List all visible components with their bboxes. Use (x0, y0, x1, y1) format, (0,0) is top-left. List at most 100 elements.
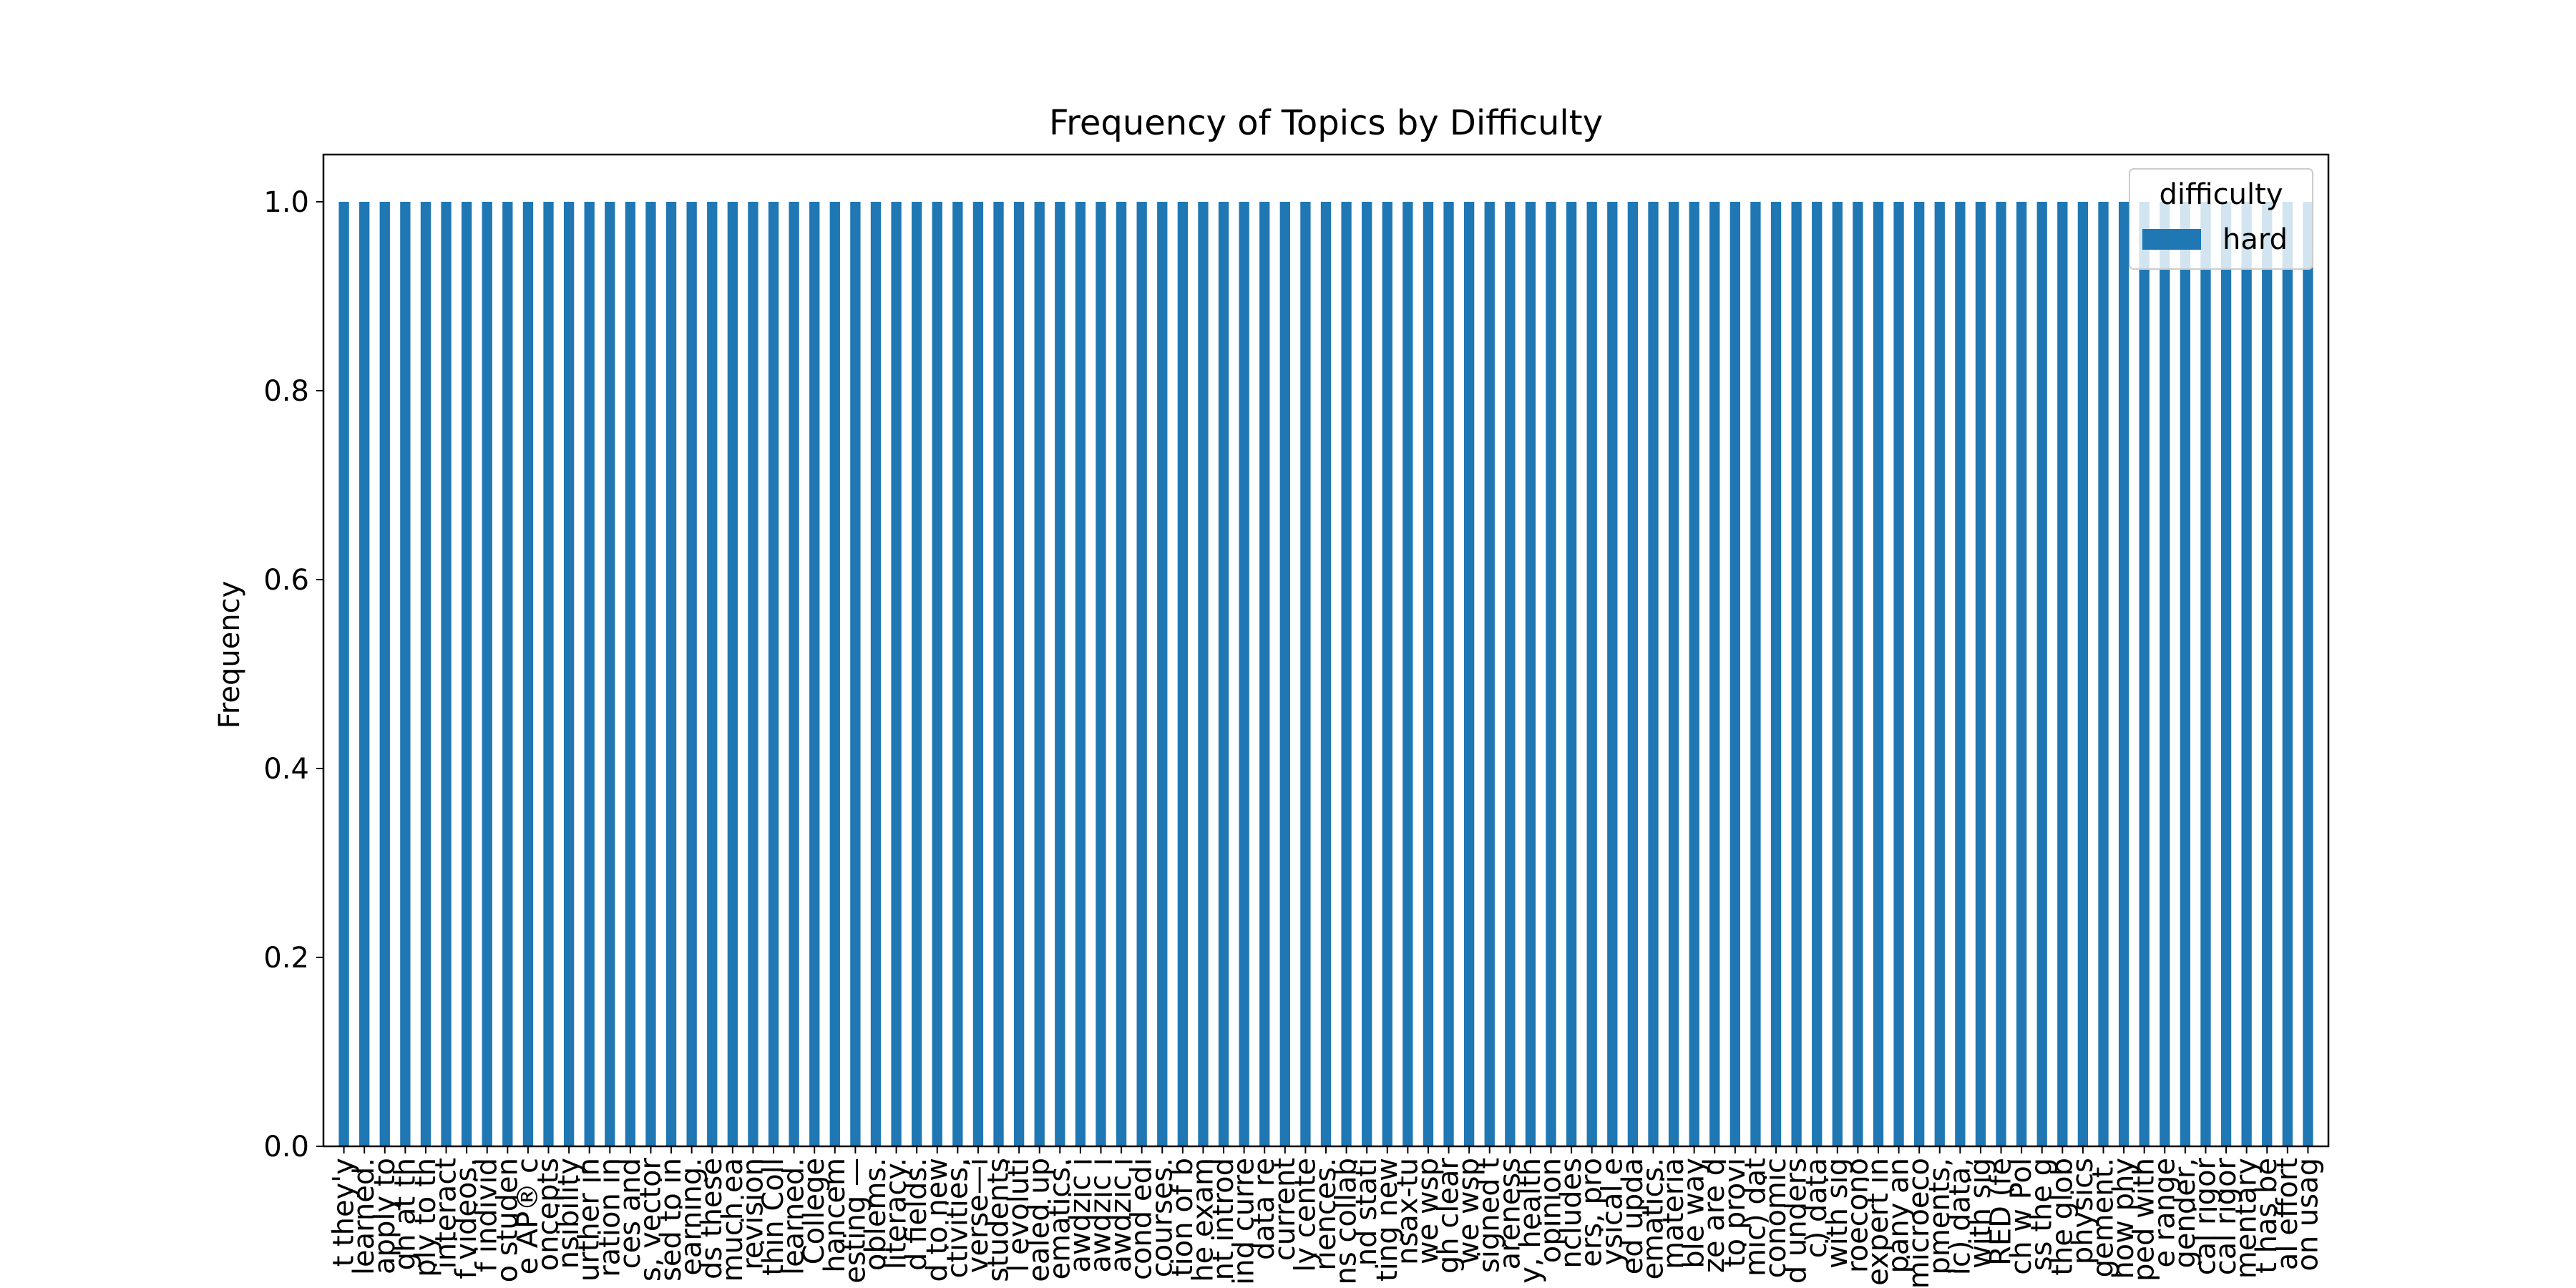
bar (707, 202, 718, 1146)
y-tick-label: 0.6 (263, 564, 309, 597)
bar (2139, 202, 2150, 1146)
bar (932, 202, 942, 1146)
bar (1832, 202, 1843, 1146)
bar (400, 202, 411, 1146)
x-tick-label: nd stati (1350, 1158, 1383, 1266)
bar (768, 202, 779, 1146)
bar (1586, 202, 1597, 1146)
bar (748, 202, 758, 1146)
x-tick-label: data re (1248, 1158, 1281, 1260)
x-tick-label: courses. (1146, 1158, 1179, 1277)
bar (1627, 202, 1639, 1146)
bar (1893, 202, 1904, 1146)
bar (1402, 202, 1413, 1146)
bar (1198, 202, 1209, 1146)
bar (2036, 202, 2047, 1146)
x-tick-label: students (982, 1158, 1015, 1282)
x-tick-label: e range (2148, 1158, 2181, 1268)
bar (789, 202, 799, 1146)
x-tick-label: learned. (348, 1158, 381, 1275)
bar (584, 202, 595, 1146)
bar (2057, 202, 2068, 1146)
bar (870, 202, 882, 1146)
bar (1341, 202, 1352, 1146)
x-tick-label: areness (1493, 1158, 1526, 1269)
x-tick-label: microeco (1903, 1158, 1936, 1288)
bar (2016, 202, 2027, 1146)
x-tick-label: ply to th (409, 1158, 442, 1277)
bar (441, 202, 452, 1146)
bar (1484, 202, 1495, 1146)
bar (338, 202, 349, 1146)
x-tick-label: ped with (2128, 1158, 2161, 1282)
bar (1668, 202, 1679, 1146)
x-tick-label: f individ (471, 1158, 504, 1272)
x-tick-label: with sig (1821, 1158, 1854, 1269)
bar (2220, 202, 2232, 1146)
x-tick-label: RED (fe (1985, 1158, 2018, 1266)
bar (1709, 202, 1720, 1146)
y-tick-label: 0.0 (263, 1131, 309, 1163)
x-tick-label: awdzic i (1084, 1158, 1117, 1273)
x-tick-label: College (798, 1158, 831, 1264)
bar (625, 202, 636, 1146)
bar (2241, 202, 2252, 1146)
bar (1546, 202, 1556, 1146)
y-tick-label: 1.0 (263, 186, 309, 219)
bar (2262, 202, 2273, 1146)
x-tick-label: al effort (2271, 1158, 2304, 1270)
y-axis-ticks: 0.0 0.2 0.4 0.6 0.8 1.0 (263, 186, 323, 1163)
bar (1382, 202, 1392, 1146)
x-tick-label: ble way (1678, 1158, 1711, 1269)
x-tick-label: d unders (1780, 1158, 1813, 1284)
x-tick-label: gh clear (1433, 1157, 1465, 1274)
x-tick-label: tion of b (1166, 1158, 1199, 1277)
bar (829, 202, 840, 1146)
x-tick-label: oncepts (532, 1158, 565, 1271)
x-tick-label: ly cente (1289, 1158, 1322, 1272)
x-tick-label: learned. (778, 1158, 811, 1275)
x-tick-label: nsibility (552, 1158, 585, 1269)
x-tick-label: ic) data, (1943, 1158, 1976, 1275)
x-tick-label: gh at th (389, 1158, 421, 1270)
bar (972, 202, 984, 1146)
bar (2160, 202, 2170, 1146)
bar (482, 202, 492, 1146)
x-tick-label: awdzic i (1064, 1158, 1097, 1273)
x-tick-label: awdzic i (1105, 1158, 1138, 1273)
bar (1116, 202, 1127, 1146)
x-tick-label: apply to (369, 1158, 401, 1274)
bar (1689, 202, 1699, 1146)
x-tick-label: t they'y (328, 1158, 361, 1267)
x-tick-label: opinion (1535, 1158, 1568, 1263)
x-tick-label: ss the g (2026, 1158, 2059, 1271)
x-tick-label: verse—i (962, 1158, 995, 1273)
x-tick-label: riences. (1309, 1158, 1342, 1271)
x-tick-label: ds these (696, 1158, 728, 1279)
plot-area-frame (322, 153, 2330, 1148)
x-tick-label: current (1269, 1158, 1302, 1261)
bar (1914, 202, 1925, 1146)
bar (461, 202, 472, 1146)
bar (1259, 202, 1270, 1146)
y-tick-label: 0.8 (263, 375, 309, 408)
y-tick-label: 0.4 (263, 753, 309, 786)
bar (1463, 202, 1475, 1146)
x-tick-label: pany an (1883, 1158, 1916, 1274)
bar (1750, 202, 1761, 1146)
x-tick-label: ealed up (1023, 1158, 1056, 1282)
x-tick-label: ysical e (1596, 1158, 1629, 1266)
x-tick-label: nt introd (1207, 1158, 1240, 1280)
legend-label-hard: hard (2223, 223, 2288, 256)
x-tick-label: ncludes (1555, 1158, 1588, 1269)
x-tick-label: literacy. (880, 1158, 913, 1269)
x-tick-label: urther in (573, 1158, 606, 1282)
x-tick-label: we wsp (1412, 1158, 1445, 1264)
x-tick-label: we wsp (1453, 1158, 1485, 1264)
x-tick-label: expert in (1862, 1158, 1895, 1286)
y-axis-label: Frequency (213, 581, 246, 729)
x-tick-label: mentary (2230, 1158, 2263, 1279)
bar (1218, 202, 1229, 1146)
x-tick-label: ematics. (1043, 1158, 1076, 1279)
